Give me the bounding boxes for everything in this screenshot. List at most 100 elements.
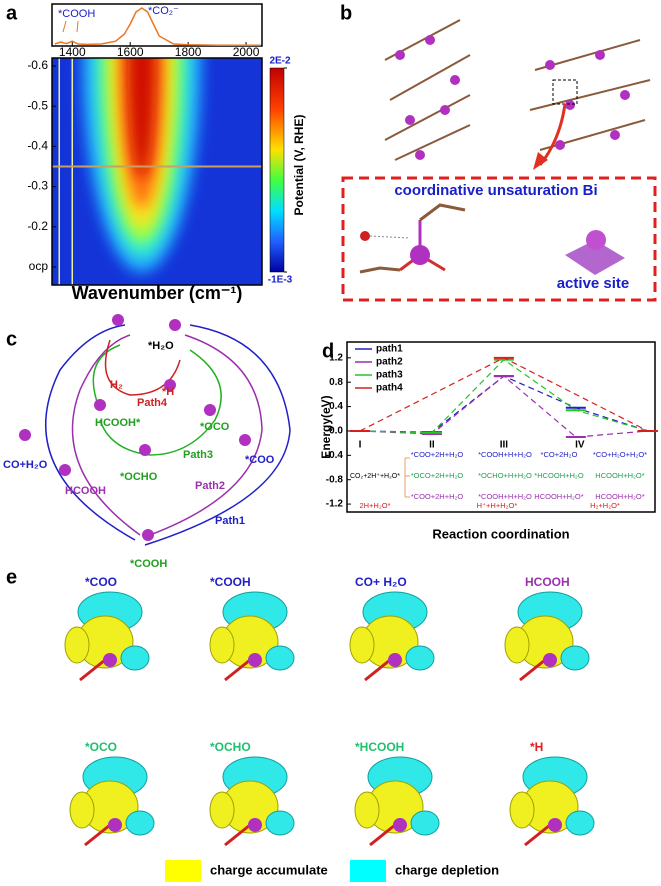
state-annotation: *COOH+H+H₂O — [478, 450, 532, 459]
intensity-contour — [127, 58, 156, 178]
y-tick-label: 0.8 — [329, 377, 343, 388]
legend-label: path1 — [376, 344, 403, 355]
bi-atom — [103, 653, 117, 667]
y-tick-label: -0.3 — [27, 179, 48, 193]
label: *COO — [245, 454, 275, 466]
cycle-labels: *H₂O Path4 *H H₂ HCOOH* *OCO Path3 *OCHO… — [3, 340, 275, 570]
zoom-arrow — [538, 103, 567, 166]
arrow — [104, 339, 181, 396]
colorbar-label: 2E-2 — [269, 56, 291, 67]
y-tick-label: ocp — [29, 259, 49, 273]
state-annotation: *COO+2H+H₂O — [411, 492, 464, 501]
label: *OCHO — [120, 471, 158, 483]
bond — [224, 823, 251, 847]
state-annotation: *CO+2H₂O — [541, 450, 578, 459]
atom — [19, 429, 31, 441]
label: CO+H₂O — [3, 459, 48, 471]
annotation: *CO₂⁻ — [148, 5, 179, 17]
atom — [164, 379, 176, 391]
depletion-lobe — [265, 645, 295, 671]
y-tick-label: -0.4 — [27, 139, 48, 153]
depletion-lobe — [125, 810, 155, 836]
chains — [384, 19, 651, 161]
y-axis-label: Energy(eV) — [319, 395, 333, 458]
y-tick-label: -0.8 — [326, 474, 344, 485]
x-tick-label: 2000 — [233, 45, 260, 59]
atom — [112, 314, 124, 326]
label: Path2 — [195, 480, 225, 492]
initial-state: CO₂+2H⁺+H₂O* — [350, 473, 400, 480]
state-label: IV — [575, 440, 585, 451]
state-annotation: *COOH+H+H₂O — [478, 492, 532, 501]
atom — [139, 444, 151, 456]
panel-label: e — [6, 566, 17, 588]
atom — [450, 75, 460, 85]
density-labels: *COO *COOH CO+ H₂O HCOOH *OCO *OCHO *HCO… — [85, 575, 570, 754]
charge-density-maps — [64, 591, 595, 847]
bond — [359, 266, 401, 274]
state-annotation: HCOOH+H₂O* — [595, 492, 644, 501]
state-annotation: *COO+2H+H₂O — [411, 450, 464, 459]
y-tick-label: 0.0 — [329, 426, 343, 437]
atom — [415, 150, 425, 160]
accumulation-lobe — [69, 791, 95, 829]
pointer — [62, 20, 67, 33]
bond — [364, 658, 391, 682]
label: HCOOH* — [95, 417, 141, 429]
bond — [524, 823, 551, 847]
energy-path — [359, 375, 648, 438]
colorbar-label: -1E-3 — [268, 275, 293, 286]
state-label: II — [429, 440, 435, 451]
panel-label: b — [340, 2, 352, 24]
accumulation-lobe — [64, 626, 90, 664]
bi-atom — [543, 653, 557, 667]
energy-path — [359, 357, 649, 432]
state-annotation: H₂+H₂O* — [590, 501, 620, 510]
atom — [425, 35, 435, 45]
bi-atom — [248, 818, 262, 832]
bi-atoms — [395, 35, 630, 160]
heatmap — [52, 58, 262, 285]
bi-atom — [248, 653, 262, 667]
legend-swatch — [350, 860, 386, 882]
colorbar-title: Potential (V, RHE) — [292, 115, 306, 216]
y-tick-label: -0.5 — [27, 98, 48, 112]
colorbar — [269, 67, 285, 273]
zoom-label: active site — [557, 275, 630, 292]
depletion-lobe — [560, 645, 590, 671]
bond — [79, 658, 106, 682]
chain — [384, 94, 471, 141]
bond — [519, 658, 546, 682]
arrow — [99, 349, 222, 456]
label: *COOH — [130, 558, 167, 570]
label: *HCOOH — [355, 740, 404, 754]
atom — [620, 90, 630, 100]
legend-label: path3 — [376, 370, 403, 381]
arrow — [144, 324, 291, 546]
x-tick-label: 1600 — [117, 45, 144, 59]
bond — [419, 203, 466, 222]
state-annotation: HCOOH+H₂O* — [595, 471, 644, 480]
bond — [224, 658, 251, 682]
polyhedron — [565, 240, 625, 275]
atom — [94, 399, 106, 411]
bond — [84, 823, 111, 847]
bi-atom — [548, 818, 562, 832]
label: *OCHO — [210, 740, 251, 754]
label: *H₂O — [148, 340, 174, 352]
depletion-lobe — [265, 810, 295, 836]
energy-path — [359, 375, 648, 433]
atom — [405, 115, 415, 125]
crystal-structure: coordinative unsaturation Bi active site — [341, 19, 657, 302]
atom — [555, 140, 565, 150]
atom — [610, 130, 620, 140]
bi-cluster — [359, 203, 625, 275]
label: *OCO — [85, 740, 117, 754]
accumulation-lobe — [209, 626, 235, 664]
bi-atom — [108, 818, 122, 832]
label: CO+ H₂O — [355, 575, 407, 589]
atom — [239, 434, 251, 446]
accumulation-lobe — [209, 791, 235, 829]
legend-label: charge accumulate — [210, 862, 328, 877]
plot-frame — [51, 3, 263, 47]
